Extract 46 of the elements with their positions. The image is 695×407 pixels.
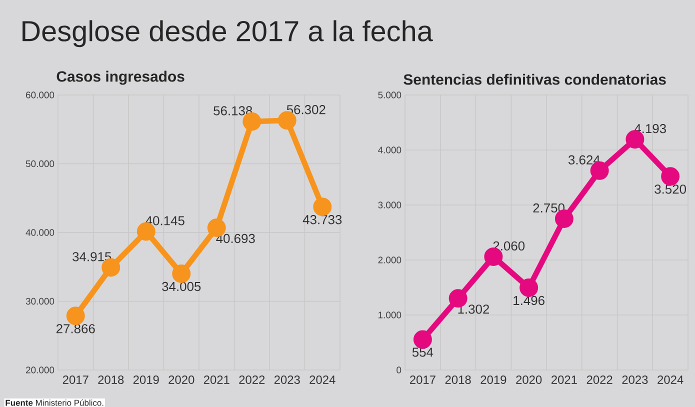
x-tick-label: 2019 [133,376,159,384]
x-tick-label: 2018 [98,376,124,384]
data-label: 27.866 [56,324,95,334]
data-label: 3.520 [654,184,686,194]
data-label: 1.302 [458,304,490,314]
y-tick-label: 40.000 [26,229,54,236]
point [66,306,85,326]
point [172,264,191,283]
y-tick-label: 4.000 [378,146,402,154]
x-tick-label: 2020 [516,376,542,384]
x-tick-label: 2021 [551,376,577,384]
x-tick-label: 2022 [586,376,612,384]
data-label: 43.733 [302,215,342,224]
point [413,330,432,349]
x-tick-label: 2021 [204,376,230,384]
x-tick-label: 2024 [658,376,684,384]
y-tick-label: 20.000 [26,366,54,374]
x-tick-label: 2017 [410,376,436,384]
x-tick-label: 2023 [274,376,300,384]
data-label: 34.005 [162,282,201,292]
y-tick-label: 30.000 [26,298,54,305]
chart-title: Casos ingresados [56,70,184,85]
x-tick-label: 2018 [445,376,471,384]
point [313,198,332,216]
y-tick-label: 3.000 [378,202,402,208]
text: Desglose desde 2017 a la fecha [22,20,433,48]
x-tick-label: 2020 [168,376,194,384]
x-tick-label: 2017 [62,376,88,384]
y-tick-label: 0 [396,366,402,374]
chart-title: Sentencias definitivas condenatorias [404,74,666,85]
y-tick-label: 60.000 [26,92,54,98]
text: Fuente Ministerio Público. [6,399,104,406]
y-tick-label: 50.000 [26,160,54,168]
point [661,167,680,186]
data-label: 4.193 [634,124,666,134]
point [520,278,538,297]
data-label: 40.693 [216,234,255,244]
x-tick-label: 2023 [622,376,648,384]
x-tick-label: 2024 [310,376,336,384]
y-tick-label: 5.000 [378,92,402,98]
x-tick-label: 2019 [480,376,506,384]
data-label: 1.496 [514,296,544,306]
data-label: 40.145 [146,216,184,226]
x-tick-label: 2022 [239,376,265,384]
y-tick-label: 1.000 [378,312,402,318]
y-tick-label: 2.000 [378,256,402,264]
